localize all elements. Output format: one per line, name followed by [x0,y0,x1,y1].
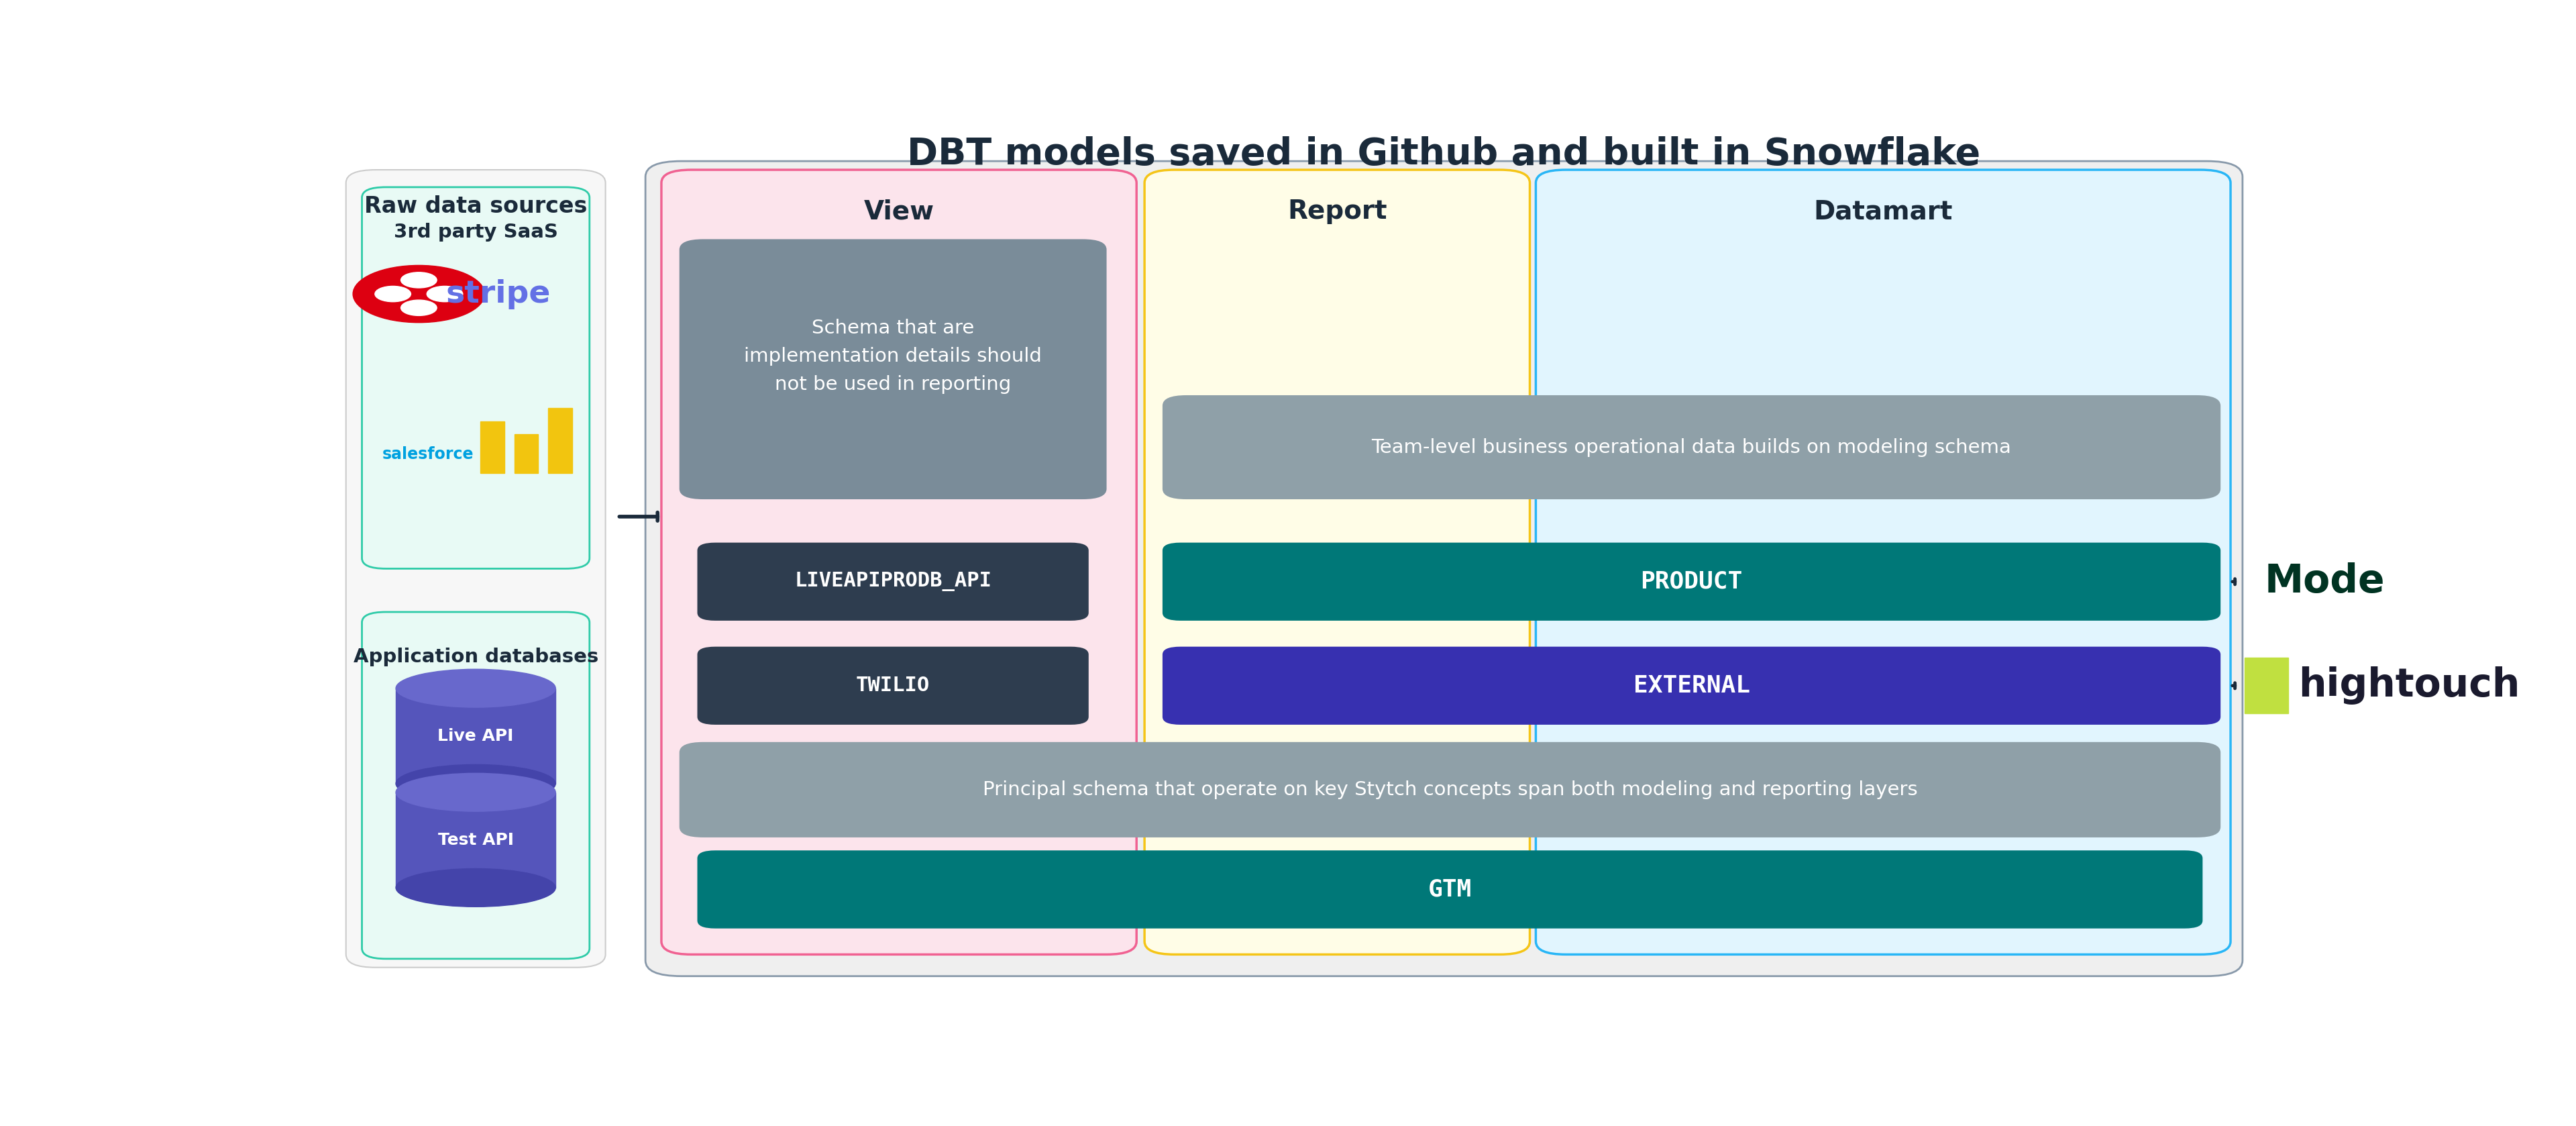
FancyBboxPatch shape [345,170,605,967]
FancyBboxPatch shape [1535,170,2231,955]
Ellipse shape [397,765,556,803]
Text: Schema that are
implementation details should
not be used in reporting: Schema that are implementation details s… [744,319,1041,394]
FancyBboxPatch shape [680,239,1108,499]
Text: TWILIO: TWILIO [855,676,930,696]
Ellipse shape [397,669,556,707]
Text: Team-level business operational data builds on modeling schema: Team-level business operational data bui… [1370,438,2012,457]
FancyBboxPatch shape [1162,395,2221,499]
Text: Datamart: Datamart [1814,198,1953,224]
Bar [397,688,556,784]
Text: View: View [863,198,935,224]
Text: GTM: GTM [1427,878,1471,901]
Ellipse shape [397,868,556,906]
Text: LIVEAPIPRODB_API: LIVEAPIPRODB_API [793,572,992,591]
Bar [515,435,538,473]
Circle shape [428,286,464,302]
Text: Application databases: Application databases [353,647,598,667]
FancyBboxPatch shape [1162,543,2221,620]
Ellipse shape [397,774,556,812]
Text: 3rd party SaaS: 3rd party SaaS [394,223,559,242]
FancyBboxPatch shape [698,646,1090,725]
Text: EXTERNAL: EXTERNAL [1633,674,1749,697]
Circle shape [353,266,484,322]
Text: Raw data sources: Raw data sources [363,195,587,217]
Text: PRODUCT: PRODUCT [1641,570,1741,593]
Text: stripe: stripe [446,279,551,309]
Text: Principal schema that operate on key Stytch concepts span both modeling and repo: Principal schema that operate on key Sty… [981,780,1917,799]
FancyBboxPatch shape [1144,170,1530,955]
Circle shape [402,300,438,315]
Circle shape [402,272,438,288]
FancyBboxPatch shape [1162,646,2221,725]
Bar [549,409,572,473]
Bar [2244,658,2287,714]
FancyBboxPatch shape [647,161,2244,976]
Text: Mode: Mode [2264,563,2385,601]
Text: DBT models saved in Github and built in Snowflake: DBT models saved in Github and built in … [907,136,1981,172]
Text: Live API: Live API [438,727,513,744]
FancyBboxPatch shape [662,170,1136,955]
Text: salesforce: salesforce [381,446,474,463]
FancyBboxPatch shape [698,543,1090,620]
Circle shape [376,286,410,302]
Text: Report: Report [1288,198,1386,224]
Text: hightouch: hightouch [2298,667,2519,705]
Bar [479,421,505,473]
Bar [397,793,556,887]
Text: Test API: Test API [438,832,513,848]
FancyBboxPatch shape [361,613,590,959]
FancyBboxPatch shape [698,850,2202,929]
FancyBboxPatch shape [680,742,2221,838]
FancyBboxPatch shape [361,187,590,569]
